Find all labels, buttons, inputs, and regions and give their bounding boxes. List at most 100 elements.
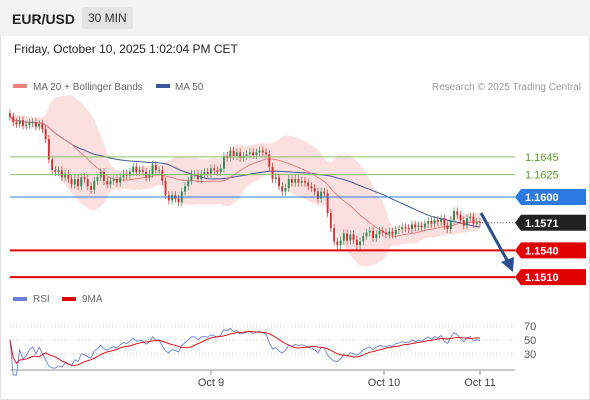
candle-body xyxy=(453,211,455,221)
candle-body xyxy=(122,173,125,178)
candle-body xyxy=(54,170,57,172)
level-label-1.1600: 1.1600 xyxy=(525,192,559,204)
symbol-label: EUR/USD xyxy=(12,11,76,27)
candle-body xyxy=(219,168,222,172)
candle-body xyxy=(459,214,462,221)
level-label-1.1625: 1.1625 xyxy=(525,170,559,182)
candle-body xyxy=(31,122,34,124)
candle-body xyxy=(278,177,280,187)
x-tick-label: Oct 9 xyxy=(198,377,224,389)
candle-body xyxy=(375,234,378,238)
candle-body xyxy=(333,228,336,242)
candle-body xyxy=(407,228,410,230)
level-tag-1.1600 xyxy=(515,188,586,205)
candle-body xyxy=(9,113,11,117)
candle-body xyxy=(261,150,264,153)
candle-body xyxy=(18,120,21,124)
candle-body xyxy=(119,177,122,183)
candle-body xyxy=(235,152,238,156)
candle-body xyxy=(109,180,112,185)
candle-body xyxy=(417,225,420,228)
candle-body xyxy=(187,180,190,187)
candle-body xyxy=(158,170,160,172)
candle-body xyxy=(381,230,384,233)
level-tag-1.1510 xyxy=(515,269,586,286)
legend-ma50-swatch xyxy=(156,84,170,88)
candle-body xyxy=(372,230,374,238)
candle-body xyxy=(239,152,242,158)
candle-body xyxy=(401,227,404,230)
candle-body xyxy=(210,168,212,174)
candle-body xyxy=(44,129,47,139)
candle-body xyxy=(67,173,70,180)
candle-body xyxy=(129,172,131,176)
datetime-label: Friday, October 10, 2025 1:02:04 PM CET xyxy=(14,42,238,56)
candle-body xyxy=(258,150,261,153)
projection-arrow xyxy=(479,212,510,263)
candle-body xyxy=(466,218,468,226)
candle-body xyxy=(248,152,251,155)
level-tag-1.1540 xyxy=(515,242,586,259)
projection-arrowhead xyxy=(501,257,514,272)
candle-body xyxy=(190,173,193,181)
candle-body xyxy=(342,233,345,241)
candle-body xyxy=(378,230,381,235)
candle-body xyxy=(368,230,371,233)
candle-body xyxy=(141,170,144,172)
candle-body xyxy=(47,139,50,160)
candle-body xyxy=(200,173,203,180)
candle-body xyxy=(394,229,397,235)
candle-body xyxy=(294,179,297,183)
candle-body xyxy=(346,233,348,241)
candle-body xyxy=(469,216,472,219)
candle-body xyxy=(245,154,248,156)
rsi-tick-50: 50 xyxy=(524,335,536,347)
x-axis: Oct 9 Oct 10 Oct 11 xyxy=(198,370,496,389)
candle-body xyxy=(427,221,430,224)
candle-body xyxy=(80,177,83,187)
candle-body xyxy=(197,173,199,180)
ma20-line xyxy=(9,116,481,237)
candle-body xyxy=(268,154,271,167)
candle-body xyxy=(317,191,319,199)
candle-body xyxy=(229,150,232,158)
candle-body xyxy=(216,170,219,172)
candle-body xyxy=(472,216,475,224)
header-bar: EUR/USD 30 MIN xyxy=(0,0,590,36)
level-lines: 1.1645 1.1625 1.1600 1.1571 1.1540 1.1510 xyxy=(10,152,586,286)
candle-body xyxy=(161,170,164,181)
candle-body xyxy=(252,152,254,156)
candle-body xyxy=(391,231,394,235)
candle-body xyxy=(206,172,209,174)
level-label-1.1571: 1.1571 xyxy=(525,218,559,230)
candle-body xyxy=(223,156,225,169)
rsi-plot: 70 50 30 xyxy=(9,321,536,376)
level-tag-1.1571 xyxy=(515,214,586,231)
candle-body xyxy=(336,241,339,246)
candle-body xyxy=(423,223,426,228)
candle-body xyxy=(456,211,459,215)
candle-body xyxy=(86,179,89,187)
candle-body xyxy=(385,232,387,235)
candle-body xyxy=(154,164,157,171)
candle-body xyxy=(462,220,465,226)
candle-body xyxy=(90,186,92,190)
candle-body xyxy=(83,177,86,180)
candle-body xyxy=(106,180,109,185)
legend-rsi-label: RSI xyxy=(33,294,50,305)
candle-body xyxy=(265,152,267,155)
candle-body xyxy=(274,177,277,180)
level-label-1.1645: 1.1645 xyxy=(525,152,559,164)
candle-body xyxy=(103,172,105,181)
legend-ma50-label: MA 50 xyxy=(175,82,204,93)
candle-body xyxy=(359,241,361,246)
x-tick-label: Oct 11 xyxy=(464,377,496,389)
candle-body xyxy=(96,177,99,181)
legend-ma20-swatch xyxy=(13,84,27,88)
rsi-tick-70: 70 xyxy=(524,321,536,333)
timeframe-button[interactable]: 30 MIN xyxy=(82,7,133,29)
price-plot xyxy=(9,95,481,267)
candle-body xyxy=(320,191,323,199)
candle-body xyxy=(41,123,44,130)
